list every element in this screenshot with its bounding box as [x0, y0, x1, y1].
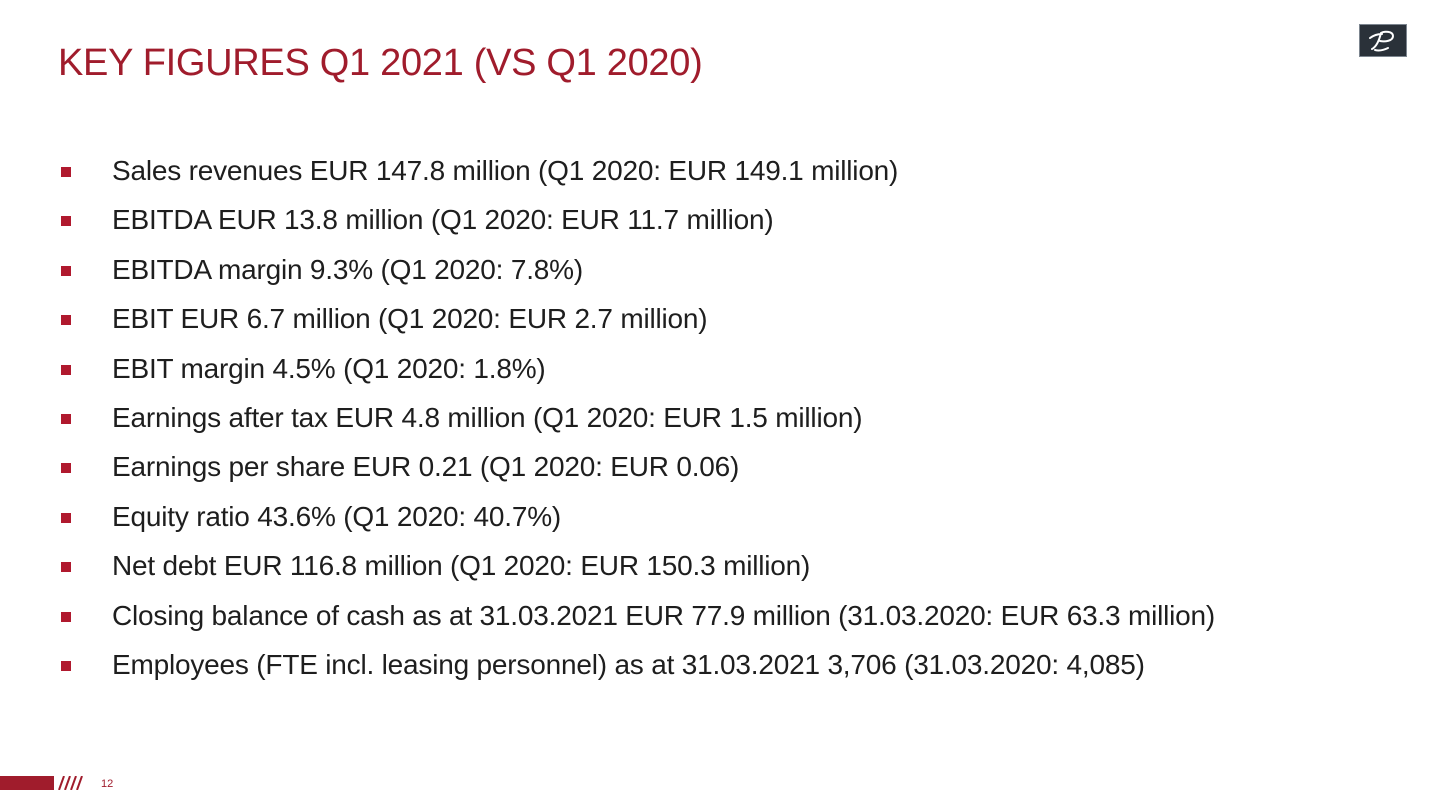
- bullet-text: EBITDA EUR 13.8 million (Q1 2020: EUR 11…: [112, 204, 774, 236]
- bullet-square-icon: [61, 413, 71, 424]
- bullet-square-icon: [61, 315, 71, 326]
- slide-title: KEY FIGURES Q1 2021 (VS Q1 2020): [58, 42, 703, 84]
- bullet-text: Earnings per share EUR 0.21 (Q1 2020: EU…: [112, 451, 740, 483]
- page-number: 12: [101, 778, 114, 790]
- bullet-text: EBIT margin 4.5% (Q1 2020: 1.8%): [112, 352, 546, 384]
- bullet-text: EBIT EUR 6.7 million (Q1 2020: EUR 2.7 m…: [112, 303, 708, 335]
- bullet-square-icon: [61, 265, 71, 276]
- bullet-square-icon: [61, 364, 71, 375]
- bullet-text: Closing balance of cash as at 31.03.2021…: [112, 599, 1216, 631]
- bullet-square-icon: [61, 167, 71, 177]
- bullet-square-icon: [61, 562, 71, 573]
- bullet-text: Employees (FTE incl. leasing personnel) …: [112, 648, 1145, 680]
- bullet-square-icon: [61, 463, 71, 474]
- bullet-text: Equity ratio 43.6% (Q1 2020: 40.7%): [112, 500, 562, 532]
- footer-slashes-icon: [58, 776, 83, 790]
- bullet-square-icon: [61, 660, 71, 671]
- logo-glyph: [1369, 30, 1395, 51]
- bullet-text: EBITDA margin 9.3% (Q1 2020: 7.8%): [112, 253, 583, 285]
- bullet-text: Earnings after tax EUR 4.8 million (Q1 2…: [112, 401, 863, 433]
- bullet-square-icon: [61, 512, 71, 523]
- script-p-logo-icon: [1359, 24, 1407, 57]
- bullet-text: Net debt EUR 116.8 million (Q1 2020: EUR…: [112, 550, 811, 582]
- bullet-square-icon: [61, 611, 71, 622]
- bullet-text: Sales revenues EUR 147.8 million (Q1 202…: [112, 155, 899, 186]
- footer-accent-bar: [0, 776, 54, 790]
- bullet-square-icon: [61, 216, 71, 227]
